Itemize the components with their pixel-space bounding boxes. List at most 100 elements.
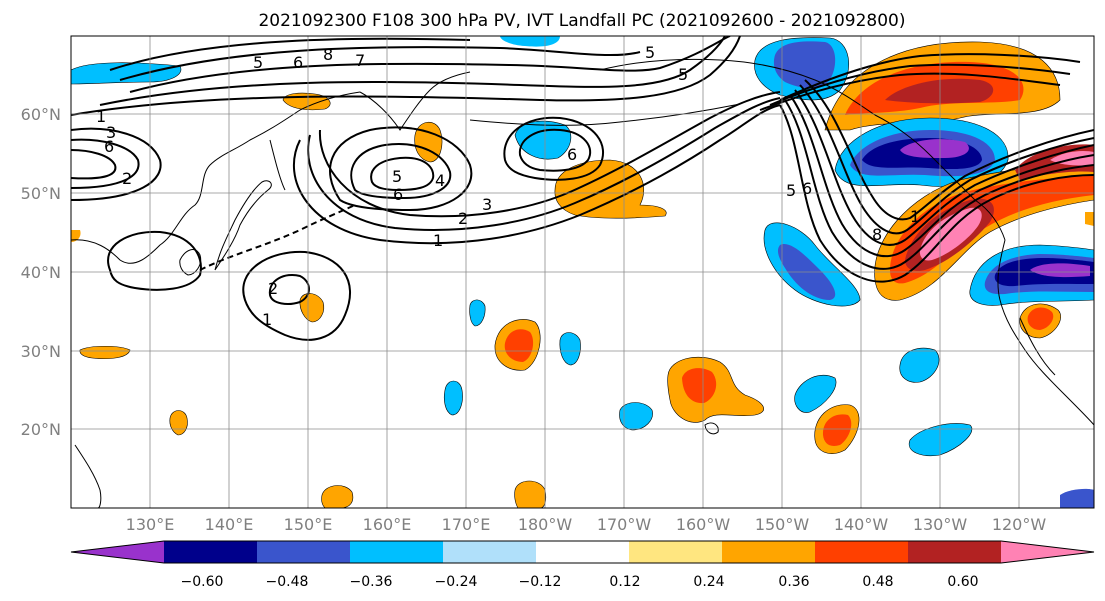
pv-contour bbox=[71, 138, 140, 189]
pv-contour bbox=[370, 156, 435, 192]
coastline-west-us bbox=[997, 239, 1094, 426]
colorbar-segment bbox=[71, 541, 164, 563]
pc-positive-alaska-west bbox=[414, 122, 443, 163]
contour-label: 3 bbox=[106, 123, 116, 142]
colorbar-segment bbox=[443, 541, 537, 563]
lat-tick-label: 50°N bbox=[21, 184, 61, 203]
coastline-alaska bbox=[599, 58, 876, 116]
pv-contour bbox=[199, 204, 356, 271]
contour-label: 8 bbox=[872, 225, 882, 244]
pc-positive-edge-a bbox=[71, 230, 81, 242]
pc-negative-tropics-h bbox=[1060, 488, 1094, 508]
pc-positive-tropics-h bbox=[514, 480, 547, 508]
contour-label: 1 bbox=[910, 207, 920, 226]
colorbar-segment bbox=[257, 541, 351, 563]
lon-tick-label: 170°W bbox=[597, 515, 652, 534]
pc-negative-tropics-a bbox=[559, 332, 581, 366]
colorbar-tick-label: −0.60 bbox=[181, 574, 224, 590]
pc-positive-central-north bbox=[554, 159, 667, 219]
coastline-kamchatka bbox=[359, 71, 471, 131]
pv-contour bbox=[71, 127, 162, 201]
pv-contour bbox=[503, 116, 605, 181]
pc-negative-tropics-d bbox=[794, 374, 837, 413]
pc-negative-tropics-g bbox=[469, 299, 486, 327]
contour-label: 2 bbox=[458, 209, 468, 228]
pv-contour bbox=[350, 143, 452, 200]
lon-tick-label: 170°E bbox=[442, 515, 491, 534]
contour-label: 5 bbox=[786, 181, 796, 200]
contour-labels: 1 3 6 2 5 6 8 7 5 4 6 1 2 3 6 5 5 5 6 8 bbox=[96, 43, 920, 329]
coastline-japan bbox=[214, 180, 272, 271]
pv-contour bbox=[779, 53, 1081, 101]
pc-positive-tropics-f bbox=[79, 345, 131, 360]
map-frame bbox=[70, 35, 1095, 509]
pv-contour bbox=[779, 104, 1094, 283]
contour-label: 1 bbox=[262, 310, 272, 329]
lon-tick-label: 150°E bbox=[284, 515, 333, 534]
contour-label: 6 bbox=[104, 137, 114, 156]
pv-contour bbox=[268, 274, 310, 305]
coastline-baja bbox=[1019, 317, 1056, 376]
colorbar-tick-labels: −0.60 −0.48 −0.36 −0.24 −0.12 0.12 0.24 … bbox=[181, 574, 979, 590]
lon-tick-label: 150°W bbox=[755, 515, 810, 534]
pc-positive-tropics-g bbox=[321, 485, 354, 508]
map-title: 2021092300 F108 300 hPa PV, IVT Landfall… bbox=[258, 11, 905, 31]
coastline-asia bbox=[71, 91, 361, 264]
pc-shading bbox=[71, 36, 1094, 508]
pv-contour bbox=[71, 36, 741, 116]
colorbar: −0.60 −0.48 −0.36 −0.24 −0.12 0.12 0.24 … bbox=[70, 540, 1095, 590]
lat-tick-label: 40°N bbox=[21, 263, 61, 282]
pv-contour bbox=[107, 230, 202, 291]
pv-contour bbox=[109, 37, 471, 71]
pc-negative-gulf-core bbox=[773, 41, 836, 89]
contour-label: 5 bbox=[253, 53, 263, 72]
longitude-labels: 130°E 140°E 150°E 160°E 170°E 180°W 170°… bbox=[126, 515, 1047, 534]
colorbar-tick-label: 0.36 bbox=[778, 574, 809, 590]
pv-contour bbox=[318, 91, 781, 218]
pv-contour bbox=[804, 79, 1094, 221]
lon-tick-label: 130°W bbox=[913, 515, 968, 534]
pv-contour bbox=[307, 97, 781, 231]
contour-label: 2 bbox=[122, 169, 132, 188]
colorbar-segment bbox=[815, 541, 909, 563]
pv-contour bbox=[769, 63, 1071, 106]
pc-positive-tropics-b-core bbox=[682, 368, 717, 404]
lon-tick-label: 160°W bbox=[676, 515, 731, 534]
colorbar-segment bbox=[164, 541, 258, 563]
contour-label: 2 bbox=[268, 279, 278, 298]
lon-tick-label: 120°W bbox=[992, 515, 1047, 534]
coastline-hawaii bbox=[704, 422, 719, 435]
colorbar-tick-label: 0.12 bbox=[609, 574, 640, 590]
graticule bbox=[71, 36, 1094, 508]
colorbar-tick-label: 0.24 bbox=[693, 574, 724, 590]
pv-contour bbox=[794, 89, 1094, 246]
pv-contours bbox=[71, 36, 1094, 341]
colorbar-segment bbox=[350, 541, 444, 563]
lat-tick-label: 20°N bbox=[21, 420, 61, 439]
colorbar-tick-label: 0.48 bbox=[862, 574, 893, 590]
pc-positive-tropics-c-core bbox=[822, 414, 852, 446]
lat-tick-label: 30°N bbox=[21, 342, 61, 361]
contour-label: 1 bbox=[433, 231, 443, 250]
lon-tick-label: 130°E bbox=[126, 515, 175, 534]
pv-contour bbox=[99, 36, 726, 106]
coastline-sakhalin bbox=[269, 139, 286, 191]
lon-tick-label: 160°E bbox=[363, 515, 412, 534]
contour-label: 5 bbox=[645, 43, 655, 62]
lon-tick-label: 180°W bbox=[518, 515, 573, 534]
pv-contour bbox=[759, 72, 1061, 111]
colorbar-tick-label: −0.24 bbox=[435, 574, 478, 590]
pv-contour bbox=[292, 104, 781, 245]
latitude-labels: 60°N 50°N 40°N 30°N 20°N bbox=[21, 105, 61, 439]
colorbar-tick-label: −0.48 bbox=[266, 574, 309, 590]
pc-negative-tropics-c bbox=[619, 402, 653, 431]
lon-tick-label: 140°W bbox=[834, 515, 889, 534]
contour-label: 5 bbox=[392, 167, 402, 186]
contour-label: 3 bbox=[482, 195, 492, 214]
pc-negative-tropics-f bbox=[908, 423, 973, 457]
lon-tick-label: 140°E bbox=[205, 515, 254, 534]
contour-label: 7 bbox=[355, 51, 365, 70]
coastline-aleutians bbox=[469, 103, 741, 126]
colorbar-segment bbox=[629, 541, 723, 563]
